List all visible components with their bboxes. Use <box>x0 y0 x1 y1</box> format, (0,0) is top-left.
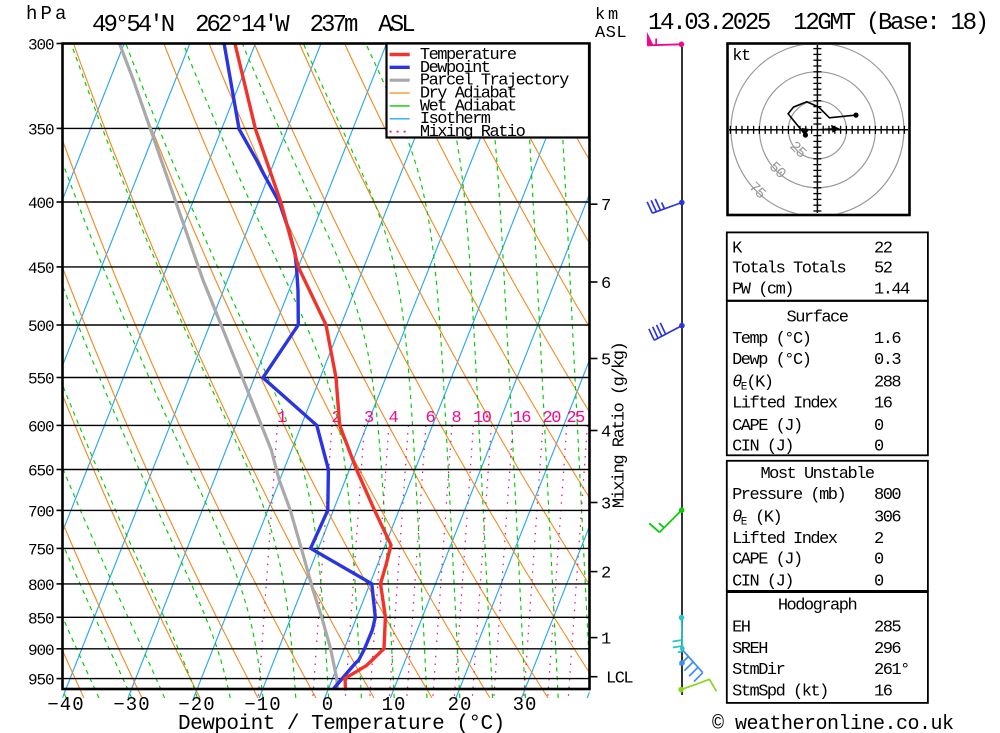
svg-text:261°: 261° <box>874 661 909 680</box>
svg-text:Dewpoint: Dewpoint <box>420 59 490 78</box>
svg-text:22: 22 <box>874 240 892 259</box>
svg-text:850: 850 <box>28 610 54 628</box>
svg-text:288: 288 <box>874 374 901 393</box>
svg-text:−40: −40 <box>47 694 84 716</box>
svg-text:−20: −20 <box>178 694 215 716</box>
svg-text:950: 950 <box>28 672 54 690</box>
svg-text:CAPE (J): CAPE (J) <box>732 417 802 436</box>
svg-text:5: 5 <box>601 352 611 371</box>
svg-text:1.6: 1.6 <box>874 330 901 349</box>
svg-text:PW (cm): PW (cm) <box>732 280 793 299</box>
svg-text:14.03.2025 12GMT (Base: 18): 14.03.2025 12GMT (Base: 18) <box>648 10 987 37</box>
svg-text:6: 6 <box>601 275 611 294</box>
svg-text:650: 650 <box>28 463 54 481</box>
svg-text:400: 400 <box>28 195 54 213</box>
svg-text:296: 296 <box>874 640 901 659</box>
svg-text:16: 16 <box>874 682 893 701</box>
svg-text:550: 550 <box>28 371 54 389</box>
svg-text:kt: kt <box>732 47 750 66</box>
svg-text:10: 10 <box>473 409 492 428</box>
svg-text:0: 0 <box>874 417 884 436</box>
svg-text:StmSpd (kt): StmSpd (kt) <box>732 682 828 701</box>
svg-text:16: 16 <box>874 394 893 413</box>
svg-text:SREH: SREH <box>732 640 767 659</box>
svg-text:0: 0 <box>322 694 334 716</box>
svg-text:4: 4 <box>389 409 399 428</box>
svg-text:25: 25 <box>566 409 585 428</box>
svg-text:900: 900 <box>28 642 54 660</box>
svg-text:800: 800 <box>874 486 901 505</box>
svg-text:49°54'N 262°14'W 237m ASL: 49°54'N 262°14'W 237m ASL <box>92 12 414 39</box>
svg-text:16: 16 <box>513 409 532 428</box>
svg-text:Wet Adiabat: Wet Adiabat <box>420 97 516 116</box>
svg-text:8: 8 <box>452 409 462 428</box>
svg-text:Lifted Index: Lifted Index <box>732 530 838 549</box>
svg-text:© weatheronline.co.uk: © weatheronline.co.uk <box>712 713 954 733</box>
svg-text:0: 0 <box>874 572 884 591</box>
svg-text:CIN (J): CIN (J) <box>732 438 793 457</box>
svg-text:1: 1 <box>277 409 287 428</box>
svg-text:1: 1 <box>601 631 611 650</box>
svg-text:350: 350 <box>28 121 54 139</box>
svg-text:LCL: LCL <box>606 670 633 689</box>
svg-text:600: 600 <box>28 418 54 436</box>
svg-text:StmDir: StmDir <box>732 661 785 680</box>
svg-text:800: 800 <box>28 577 54 595</box>
svg-text:306: 306 <box>874 509 901 528</box>
svg-text:300: 300 <box>28 37 54 55</box>
svg-text:500: 500 <box>28 318 54 336</box>
svg-text:2: 2 <box>332 409 341 428</box>
svg-text:0.3: 0.3 <box>874 351 901 370</box>
svg-text:0: 0 <box>874 550 884 569</box>
svg-text:CAPE (J): CAPE (J) <box>732 550 802 569</box>
svg-text:−30: −30 <box>113 694 150 716</box>
svg-text:52: 52 <box>874 260 892 279</box>
svg-text:7: 7 <box>601 197 610 216</box>
svg-text:3: 3 <box>601 496 611 515</box>
svg-text:20: 20 <box>448 694 473 716</box>
svg-text:Parcel Trajectory: Parcel Trajectory <box>420 72 569 91</box>
svg-text:Temp (°C): Temp (°C) <box>732 330 810 349</box>
svg-text:Dry Adiabat: Dry Adiabat <box>420 85 516 104</box>
svg-text:Lifted Index: Lifted Index <box>732 394 838 413</box>
svg-text:Dewpoint / Temperature (°C): Dewpoint / Temperature (°C) <box>178 713 505 733</box>
svg-text:km: km <box>595 6 621 25</box>
svg-text:2: 2 <box>601 565 610 584</box>
svg-text:30: 30 <box>513 694 538 716</box>
svg-text:10: 10 <box>382 694 407 716</box>
svg-text:θE (K): θE (K) <box>732 509 781 529</box>
svg-text:4: 4 <box>601 424 611 443</box>
svg-text:0: 0 <box>874 438 884 457</box>
svg-text:Mixing Ratio: Mixing Ratio <box>420 123 526 142</box>
svg-text:3: 3 <box>364 409 374 428</box>
svg-text:2: 2 <box>874 530 883 549</box>
svg-text:6: 6 <box>426 409 436 428</box>
svg-text:Isotherm: Isotherm <box>420 110 491 129</box>
svg-text:CIN (J): CIN (J) <box>732 572 793 591</box>
svg-text:20: 20 <box>543 409 562 428</box>
svg-text:1.44: 1.44 <box>874 280 910 299</box>
svg-text:Pressure (mb): Pressure (mb) <box>732 486 845 505</box>
svg-text:450: 450 <box>28 260 54 278</box>
svg-text:hPa: hPa <box>26 3 70 25</box>
svg-text:θE(K): θE(K) <box>732 374 772 394</box>
svg-text:−10: −10 <box>244 694 281 716</box>
svg-text:700: 700 <box>28 503 54 521</box>
svg-text:750: 750 <box>28 541 54 559</box>
svg-text:Surface: Surface <box>787 308 849 327</box>
svg-text:Most Unstable: Most Unstable <box>760 465 874 484</box>
svg-text:Mixing Ratio (g/kg): Mixing Ratio (g/kg) <box>611 343 630 508</box>
svg-text:285: 285 <box>874 619 901 638</box>
svg-text:Totals Totals: Totals Totals <box>732 260 845 279</box>
svg-text:EH: EH <box>732 619 750 638</box>
svg-text:Hodograph: Hodograph <box>778 597 857 616</box>
svg-text:Dewp (°C): Dewp (°C) <box>732 351 810 370</box>
svg-text:Temperature: Temperature <box>420 46 517 65</box>
svg-text:ASL: ASL <box>595 24 627 43</box>
